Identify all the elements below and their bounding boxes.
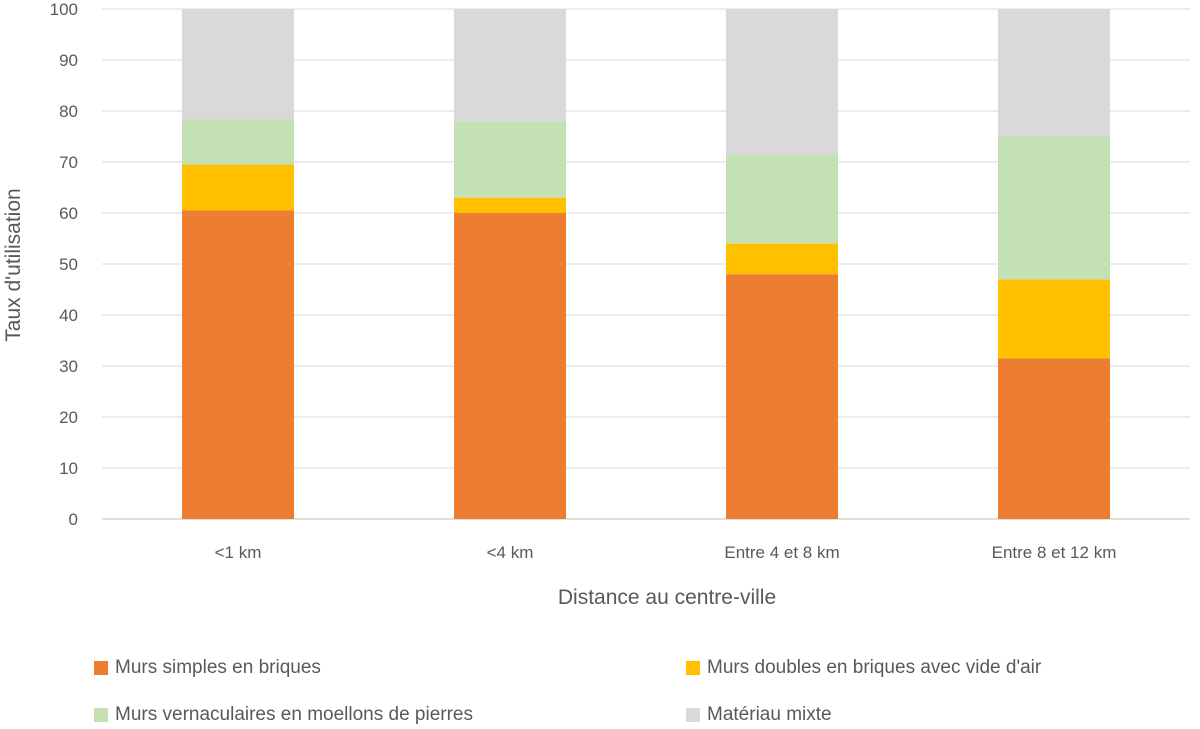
legend-label: Murs simples en briques [115, 657, 321, 678]
bars [182, 9, 1110, 519]
legend: Murs simples en briques Murs doubles en b… [94, 657, 1042, 725]
legend-label: Matériau mixte [707, 704, 832, 725]
x-axis-title: Distance au centre-ville [558, 586, 776, 609]
y-tick-label: 20 [59, 408, 78, 427]
bar-segment [998, 9, 1110, 137]
y-tick-label: 40 [59, 306, 78, 325]
x-tick-label: <1 km [215, 543, 262, 562]
bar-segment [182, 118, 294, 165]
y-tick-label: 80 [59, 102, 78, 121]
bar-segment [454, 213, 566, 519]
bar-segment [998, 279, 1110, 359]
y-tick-label: 90 [59, 51, 78, 70]
y-tick-label: 30 [59, 357, 78, 376]
bar-segment [182, 210, 294, 519]
x-tick-label: Entre 8 et 12 km [992, 543, 1117, 562]
bar-segment [998, 136, 1110, 280]
y-axis-title: Taux d'utilisation [2, 188, 25, 341]
legend-swatch [686, 708, 700, 722]
bar-segment [726, 9, 838, 155]
y-tick-label: 0 [69, 510, 78, 529]
y-tick-label: 50 [59, 255, 78, 274]
y-tick-label: 10 [59, 459, 78, 478]
y-tick-label: 70 [59, 153, 78, 172]
bar-segment [998, 358, 1110, 519]
bar-segment [454, 9, 566, 122]
legend-label: Murs vernaculaires en moellons de pierre… [115, 704, 473, 725]
bar-segment [454, 197, 566, 213]
y-tick-label: 60 [59, 204, 78, 223]
bar-segment [454, 121, 566, 198]
bar-segment [726, 274, 838, 519]
bar-segment [182, 164, 294, 211]
legend-swatch [94, 708, 108, 722]
legend-swatch [94, 661, 108, 675]
y-tick-label: 100 [50, 0, 78, 19]
bar-segment [726, 243, 838, 275]
x-axis-ticks: <1 km <4 km Entre 4 et 8 km Entre 8 et 12 k… [215, 543, 1117, 562]
y-axis-ticks: 0 10 20 30 40 50 60 70 80 90 100 [50, 0, 78, 529]
legend-label: Murs doubles en briques avec vide d'air [707, 657, 1042, 678]
bar-segment [182, 9, 294, 119]
x-tick-label: <4 km [487, 543, 534, 562]
x-tick-label: Entre 4 et 8 km [724, 543, 839, 562]
bar-segment [726, 154, 838, 244]
legend-swatch [686, 661, 700, 675]
